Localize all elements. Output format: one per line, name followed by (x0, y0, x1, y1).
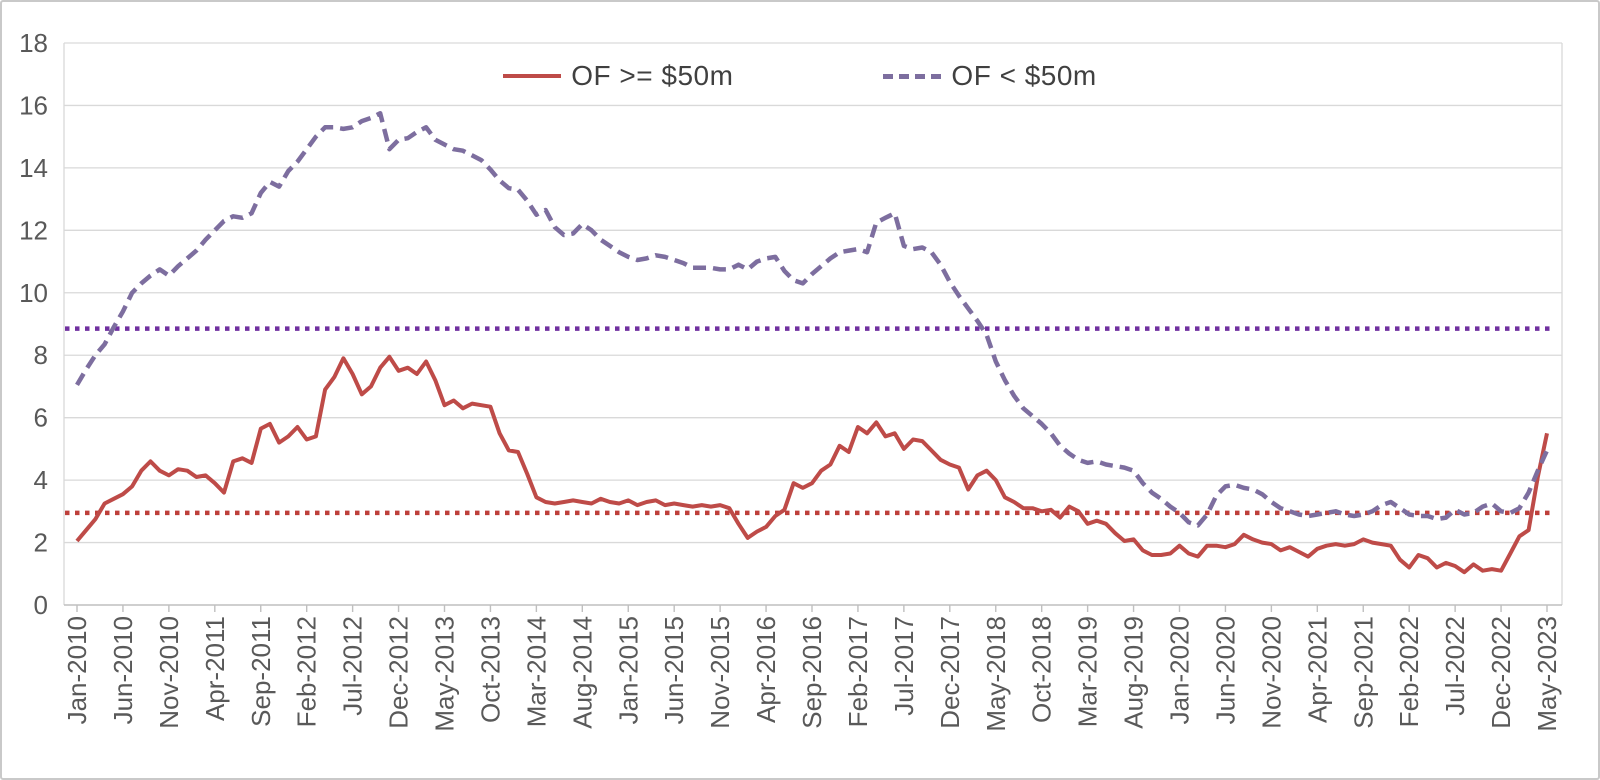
x-tick-label: Nov-2015 (705, 616, 735, 729)
x-tick-label: Jul-2022 (1440, 616, 1470, 716)
series-line-of-ge-50m (75, 354, 1549, 575)
x-tick-label: Oct-2013 (475, 616, 505, 723)
y-tick-label: 18 (19, 28, 48, 58)
series-line-of-lt-50m (75, 111, 1550, 528)
x-tick-label: Feb-2022 (1394, 616, 1424, 727)
x-tick-label: Jul-2017 (889, 616, 919, 716)
x-tick-label: Mar-2014 (521, 616, 551, 727)
x-tick-label: Mar-2019 (1073, 616, 1103, 727)
x-tick-label: Jan-2015 (613, 616, 643, 724)
x-tick-label: Jul-2012 (338, 616, 368, 716)
x-tick-label: Nov-2010 (154, 616, 184, 729)
x-tick-label: Jun-2015 (659, 616, 689, 724)
x-tick-label: Sep-2011 (246, 616, 276, 727)
y-axis-labels: 0 2 4 6 8 10 12 14 16 18 (19, 28, 48, 620)
y-tick-label: 10 (19, 278, 48, 308)
y-tick-label: 12 (19, 215, 48, 245)
x-tick-label: Jun-2010 (108, 616, 138, 724)
x-tick-label: May-2013 (430, 616, 460, 732)
x-axis-labels: Jan-2010 Jun-2010 Nov-2010 Apr-2011 Sep-2011… (62, 605, 1562, 732)
x-tick-label: Jun-2020 (1210, 616, 1240, 724)
x-tick-label: Jan-2020 (1165, 616, 1195, 724)
x-tick-label: Jan-2010 (62, 616, 92, 724)
x-tick-label: Apr-2011 (200, 616, 230, 721)
x-tick-label: Aug-2019 (1119, 616, 1149, 729)
y-tick-label: 14 (19, 153, 48, 183)
x-tick-label: Aug-2014 (567, 616, 597, 729)
y-tick-label: 4 (34, 465, 48, 495)
x-tick-label: Oct-2018 (1027, 616, 1057, 723)
y-tick-label: 0 (34, 590, 48, 620)
y-tick-label: 6 (34, 403, 48, 433)
y-tick-label: 16 (19, 90, 48, 120)
y-tick-label: 2 (34, 528, 48, 558)
x-tick-label: Sep-2016 (797, 616, 827, 729)
x-tick-label: Feb-2017 (843, 616, 873, 727)
gridlines (63, 42, 1563, 605)
x-tick-label: Sep-2021 (1348, 616, 1378, 729)
x-tick-label: Apr-2016 (751, 616, 781, 723)
x-tick-label: Feb-2012 (292, 616, 322, 727)
x-tick-label: Dec-2017 (935, 616, 965, 729)
x-tick-label: Nov-2020 (1256, 616, 1286, 729)
x-tick-label: Dec-2012 (384, 616, 414, 729)
x-tick-label: Dec-2022 (1486, 616, 1516, 729)
x-tick-label: May-2023 (1532, 616, 1562, 732)
y-tick-label: 8 (34, 340, 48, 370)
x-tick-label: May-2018 (981, 616, 1011, 732)
x-tick-label: Apr-2021 (1302, 616, 1332, 723)
